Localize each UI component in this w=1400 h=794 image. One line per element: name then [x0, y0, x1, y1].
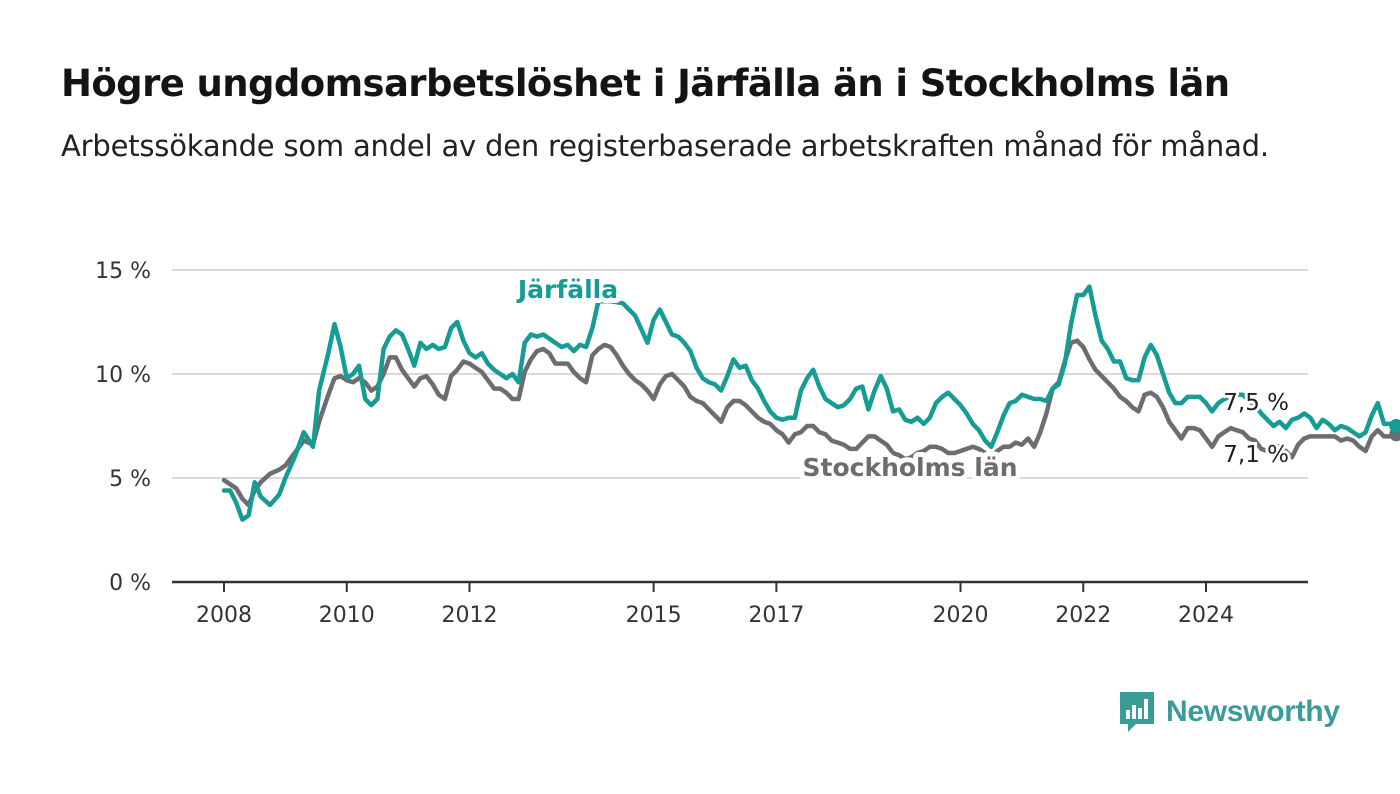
last-value-jarfalla: 7,5 %	[1223, 390, 1289, 416]
labels: Järfälla Stockholms län 7,5 % 7,1 %	[511, 270, 1292, 487]
chart-subtitle: Arbetssökande som andel av den registerb…	[61, 129, 1269, 163]
gridlines: 0 % 5 % 10 % 15 %	[95, 259, 1308, 596]
series-line-jarfalla	[221, 284, 1399, 522]
x-tick-label: 2024	[1178, 603, 1234, 628]
series-label-stockholms-lan: Stockholms län	[803, 453, 1018, 482]
y-tick-label: 15 %	[95, 259, 151, 284]
y-tick-label: 0 %	[109, 571, 151, 596]
newsworthy-logo: Newsworthy	[1118, 690, 1340, 734]
x-tick-label: 2015	[626, 603, 682, 628]
y-tick-label: 10 %	[95, 363, 151, 388]
chart-title: Högre ungdomsarbetslöshet i Järfälla än …	[61, 62, 1230, 105]
series-label-jarfalla: Järfälla	[516, 275, 618, 304]
newsworthy-logo-icon	[1120, 692, 1154, 732]
x-tick-label: 2017	[748, 603, 804, 628]
series-lines	[221, 284, 1400, 522]
x-tick-label: 2010	[319, 603, 375, 628]
x-tick-label: 2012	[442, 603, 498, 628]
x-tick-label: 2008	[196, 603, 252, 628]
y-tick-label: 5 %	[109, 467, 151, 492]
x-tick-label: 2020	[933, 603, 989, 628]
brand-name: Newsworthy	[1166, 695, 1340, 728]
x-tick-label: 2022	[1055, 603, 1111, 628]
end-point	[1389, 419, 1400, 433]
x-axis: 2008 2010 2012 2015 2017 2020 2022 2024	[172, 580, 1308, 628]
series-line-stockholms-lan	[221, 338, 1399, 508]
last-value-stockholms-lan: 7,1 %	[1223, 442, 1289, 468]
